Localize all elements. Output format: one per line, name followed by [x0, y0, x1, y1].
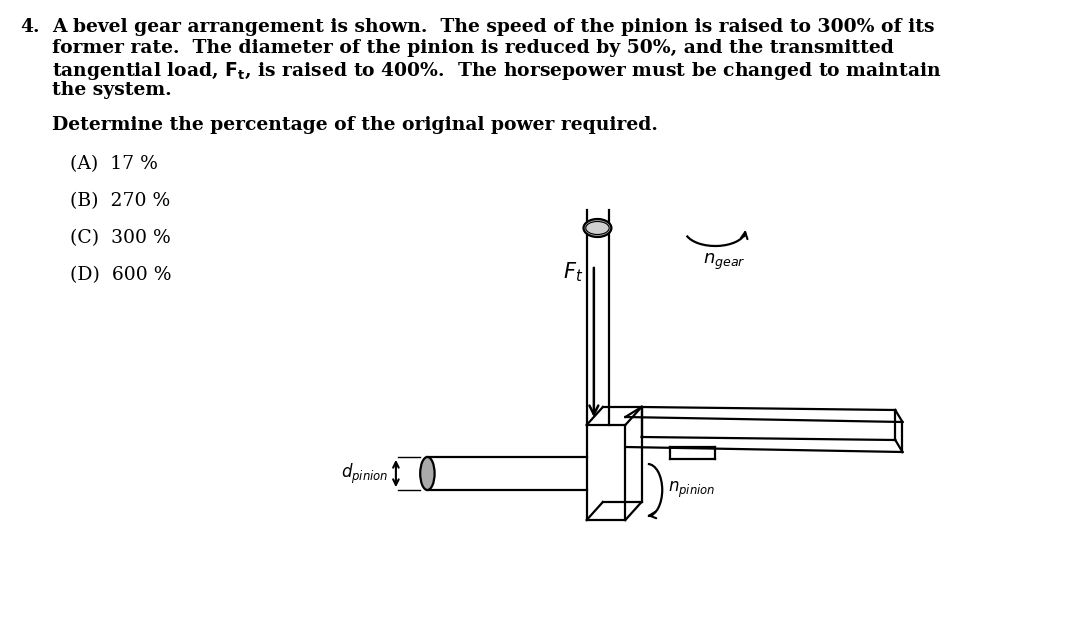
Text: $n_\mathregular{pinion}$: $n_\mathregular{pinion}$	[668, 480, 716, 500]
Text: (D)  600 %: (D) 600 %	[70, 266, 172, 284]
Text: (C)  300 %: (C) 300 %	[70, 229, 171, 247]
Ellipse shape	[420, 457, 435, 490]
Text: (B)  270 %: (B) 270 %	[70, 192, 171, 210]
Ellipse shape	[585, 221, 609, 234]
Text: $\mathit{F}_t$: $\mathit{F}_t$	[563, 260, 583, 283]
Text: Determine the percentage of the original power required.: Determine the percentage of the original…	[52, 116, 658, 134]
Text: (A)  17 %: (A) 17 %	[70, 155, 158, 173]
Ellipse shape	[583, 219, 611, 237]
Text: A bevel gear arrangement is shown.  The speed of the pinion is raised to 300% of: A bevel gear arrangement is shown. The s…	[52, 18, 934, 36]
Text: tangential load, $\mathbf{F_t}$, is raised to 400%.  The horsepower must be chan: tangential load, $\mathbf{F_t}$, is rais…	[52, 60, 942, 82]
Text: the system.: the system.	[52, 81, 172, 99]
Text: $d_\mathregular{pinion}$: $d_\mathregular{pinion}$	[341, 461, 389, 485]
Text: former rate.  The diameter of the pinion is reduced by 50%, and the transmitted: former rate. The diameter of the pinion …	[52, 39, 894, 57]
Text: 4.: 4.	[20, 18, 40, 36]
Text: $n_\mathregular{gear}$: $n_\mathregular{gear}$	[703, 252, 745, 272]
